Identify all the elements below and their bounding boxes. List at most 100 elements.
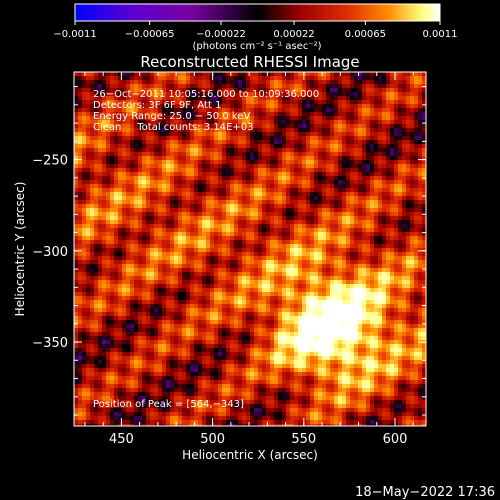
heatmap-cell [338, 292, 342, 296]
heatmap-cell [178, 156, 182, 160]
heatmap-cell [358, 164, 362, 168]
heatmap-cell [202, 216, 206, 220]
heatmap-cell [342, 196, 346, 200]
heatmap-cell [338, 188, 342, 192]
heatmap-cell [362, 140, 366, 144]
heatmap-cell [154, 88, 158, 92]
heatmap-cell [214, 108, 218, 112]
heatmap-cell [326, 184, 330, 188]
heatmap-cell [154, 212, 158, 216]
heatmap-cell [294, 232, 298, 236]
heatmap-cell [106, 88, 110, 92]
heatmap-cell [166, 252, 170, 256]
heatmap-cell [234, 196, 238, 200]
heatmap-cell [314, 268, 318, 272]
heatmap-cell [202, 228, 206, 232]
heatmap-cell [118, 140, 122, 144]
heatmap-cell [370, 124, 374, 128]
heatmap-cell [302, 168, 306, 172]
heatmap-cell [102, 284, 106, 288]
heatmap-cell [322, 268, 326, 272]
heatmap-cell [170, 272, 174, 276]
heatmap-cell [166, 88, 170, 92]
heatmap-cell [318, 248, 322, 252]
heatmap-cell [242, 164, 246, 168]
heatmap-cell [286, 188, 290, 192]
heatmap-cell [170, 100, 174, 104]
heatmap-cell [218, 100, 222, 104]
heatmap-cell [290, 176, 294, 180]
heatmap-cell [258, 180, 262, 184]
heatmap-cell [186, 188, 190, 192]
heatmap-cell [126, 96, 130, 100]
heatmap-cell [154, 168, 158, 172]
heatmap-cell [362, 220, 366, 224]
heatmap-cell [382, 268, 386, 272]
heatmap-cell [230, 108, 234, 112]
heatmap-cell [182, 296, 186, 300]
heatmap-cell [374, 240, 378, 244]
heatmap-cell [78, 160, 82, 164]
heatmap-cell [298, 108, 302, 112]
heatmap-cell [382, 232, 386, 236]
heatmap-cell [94, 156, 98, 160]
heatmap-cell [346, 232, 350, 236]
heatmap-cell [138, 196, 142, 200]
heatmap-cell [326, 288, 330, 292]
heatmap-cell [182, 160, 186, 164]
heatmap-cell [306, 80, 310, 84]
heatmap-cell [378, 264, 382, 268]
heatmap-cell [374, 88, 378, 92]
heatmap-cell [126, 272, 130, 276]
heatmap-cell [298, 292, 302, 296]
heatmap-cell [210, 272, 214, 276]
heatmap-cell [130, 192, 134, 196]
heatmap-cell [274, 108, 278, 112]
heatmap-cell [398, 208, 402, 212]
heatmap-cell [94, 112, 98, 116]
heatmap-cell [262, 256, 266, 260]
heatmap-cell [110, 208, 114, 212]
heatmap-cell [282, 264, 286, 268]
heatmap-cell [378, 212, 382, 216]
heatmap-cell [242, 204, 246, 208]
heatmap-cell [394, 220, 398, 224]
heatmap-cell [410, 200, 414, 204]
heatmap-cell [194, 280, 198, 284]
heatmap-cell [246, 116, 250, 120]
heatmap-cell [390, 248, 394, 252]
heatmap-cell [362, 76, 366, 80]
heatmap-cell [366, 140, 370, 144]
heatmap-cell [318, 188, 322, 192]
heatmap-cell [254, 132, 258, 136]
heatmap-cell [386, 136, 390, 140]
heatmap-cell [366, 132, 370, 136]
heatmap-cell [302, 136, 306, 140]
heatmap-cell [190, 224, 194, 228]
heatmap-cell [130, 160, 134, 164]
heatmap-cell [290, 272, 294, 276]
heatmap-cell [250, 80, 254, 84]
heatmap-cell [334, 124, 338, 128]
heatmap-cell [278, 152, 282, 156]
heatmap-cell [86, 280, 90, 284]
heatmap-cell [182, 280, 186, 284]
heatmap-cell [90, 124, 94, 128]
heatmap-cell [114, 112, 118, 116]
heatmap-cell [334, 204, 338, 208]
heatmap-cell [106, 260, 110, 264]
heatmap-cell [262, 180, 266, 184]
heatmap-cell [346, 212, 350, 216]
heatmap-cell [118, 96, 122, 100]
heatmap-cell [218, 176, 222, 180]
heatmap-cell [242, 192, 246, 196]
heatmap-cell [174, 260, 178, 264]
heatmap-cell [106, 276, 110, 280]
heatmap-cell [274, 160, 278, 164]
heatmap-cell [370, 276, 374, 280]
heatmap-cell [406, 224, 410, 228]
heatmap-cell [162, 184, 166, 188]
heatmap-cell [394, 172, 398, 176]
heatmap-cell [198, 136, 202, 140]
heatmap-cell [78, 236, 82, 240]
